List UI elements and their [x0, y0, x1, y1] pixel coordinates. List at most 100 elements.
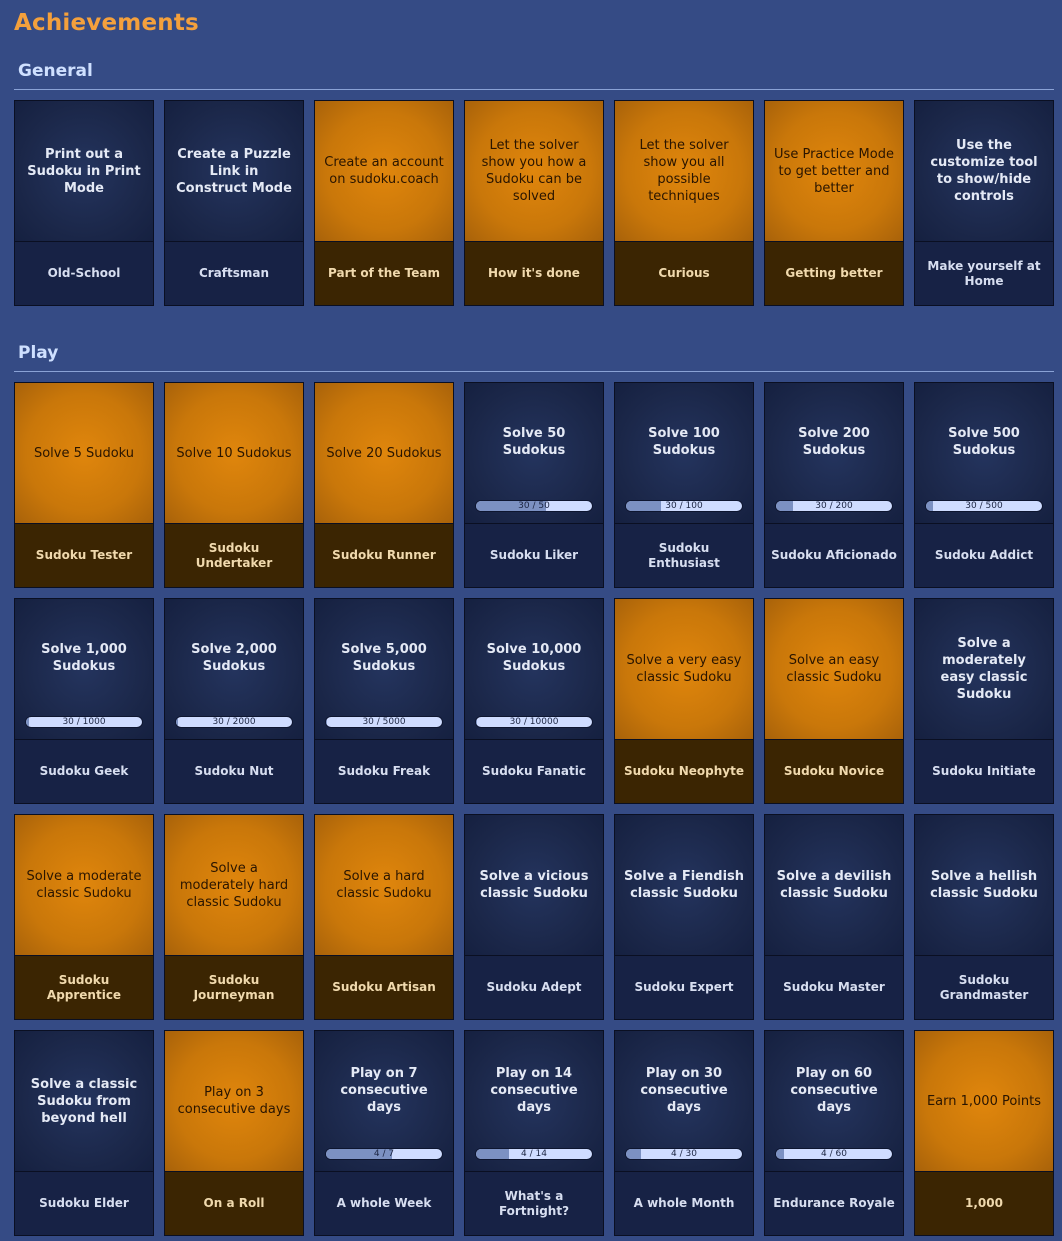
progress-bar: 30 / 5000	[325, 716, 443, 728]
achievement-description: Solve a moderately easy classic Sudoku	[940, 636, 1028, 702]
achievement-card[interactable]: Solve 5 Sudoku Sudoku Tester	[14, 382, 154, 588]
achievement-name: Old-School	[15, 241, 153, 305]
achievement-card[interactable]: Use Practice Mode to get better and bett…	[764, 100, 904, 306]
achievement-description-panel: Solve 50 Sudokus 30 / 50	[465, 383, 603, 523]
achievement-card[interactable]: Solve a very easy classic Sudoku Sudoku N…	[614, 598, 754, 804]
achievement-card[interactable]: Earn 1,000 Points 1,000	[914, 1030, 1054, 1236]
achievement-description: Solve an easy classic Sudoku	[786, 653, 882, 685]
progress-text: 30 / 10000	[509, 717, 559, 727]
progress-fill	[626, 501, 661, 511]
achievement-description: Play on 3 consecutive days	[177, 1085, 291, 1117]
progress-bar: 30 / 100	[625, 500, 743, 512]
section-title-general: General	[18, 61, 93, 81]
achievement-description-panel: Solve a hellish classic Sudoku	[915, 815, 1053, 955]
achievement-card[interactable]: Use the customize tool to show/hide cont…	[914, 100, 1054, 306]
achievement-description-panel: Solve 100 Sudokus 30 / 100	[615, 383, 753, 523]
achievement-description: Solve a hard classic Sudoku	[336, 869, 432, 901]
achievement-description: Solve 2,000 Sudokus	[191, 642, 277, 674]
achievement-card[interactable]: Let the solver show you all possible tec…	[614, 100, 754, 306]
achievement-name: Sudoku Expert	[615, 955, 753, 1019]
progress-text: 30 / 500	[965, 501, 1003, 511]
achievement-description-panel: Solve a moderate classic Sudoku	[15, 815, 153, 955]
achievement-description-panel: Play on 30 consecutive days 4 / 30	[615, 1031, 753, 1171]
achievement-description-panel: Create a Puzzle Link in Construct Mode	[165, 101, 303, 241]
progress-bar: 4 / 14	[475, 1148, 593, 1160]
achievement-description-panel: Solve a moderately easy classic Sudoku	[915, 599, 1053, 739]
achievement-description-panel: Solve 10 Sudokus	[165, 383, 303, 523]
achievement-card[interactable]: Solve a hellish classic Sudoku Sudoku Gra…	[914, 814, 1054, 1020]
achievement-description-panel: Solve a devilish classic Sudoku	[765, 815, 903, 955]
progress-fill	[626, 1149, 642, 1159]
progress-bar: 4 / 7	[325, 1148, 443, 1160]
achievement-card[interactable]: Solve 10,000 Sudokus 30 / 10000 Sudoku Fan…	[464, 598, 604, 804]
achievement-card[interactable]: Solve a moderate classic Sudoku Sudoku Ap…	[14, 814, 154, 1020]
achievement-card[interactable]: Solve 200 Sudokus 30 / 200 Sudoku Aficiona…	[764, 382, 904, 588]
achievement-card[interactable]: Solve 500 Sudokus 30 / 500 Sudoku Addict	[914, 382, 1054, 588]
achievement-description-panel: Earn 1,000 Points	[915, 1031, 1053, 1171]
achievement-name: Make yourself at Home	[915, 241, 1053, 305]
achievement-description-panel: Solve a classic Sudoku from beyond hell	[15, 1031, 153, 1171]
achievement-card[interactable]: Play on 60 consecutive days 4 / 60 Enduran…	[764, 1030, 904, 1236]
achievement-card[interactable]: Solve a vicious classic Sudoku Sudoku Ade…	[464, 814, 604, 1020]
achievement-name: How it's done	[465, 241, 603, 305]
achievement-name: Curious	[615, 241, 753, 305]
achievement-card[interactable]: Solve 50 Sudokus 30 / 50 Sudoku Liker	[464, 382, 604, 588]
achievement-card[interactable]: Solve a moderately easy classic Sudoku Su…	[914, 598, 1054, 804]
achievement-card[interactable]: Play on 7 consecutive days 4 / 7 A whole W…	[314, 1030, 454, 1236]
achievement-card[interactable]: Play on 30 consecutive days 4 / 30 A whole…	[614, 1030, 754, 1236]
achievement-card[interactable]: Solve a hard classic Sudoku Sudoku Artisa…	[314, 814, 454, 1020]
achievement-card[interactable]: Solve 100 Sudokus 30 / 100 Sudoku Enthusia…	[614, 382, 754, 588]
progress-fill	[326, 717, 327, 727]
achievement-card[interactable]: Play on 3 consecutive days On a Roll	[164, 1030, 304, 1236]
achievement-description: Use Practice Mode to get better and bett…	[774, 146, 894, 196]
achievement-card[interactable]: Solve a classic Sudoku from beyond hell S…	[14, 1030, 154, 1236]
achievement-description: Play on 30 consecutive days	[640, 1065, 728, 1115]
progress-text: 30 / 50	[518, 501, 550, 511]
achievement-description: Play on 14 consecutive days	[490, 1065, 578, 1115]
achievement-card[interactable]: Solve 2,000 Sudokus 30 / 2000 Sudoku Nut	[164, 598, 304, 804]
progress-text: 30 / 2000	[212, 717, 256, 727]
achievement-description: Create an account on sudoku.coach	[324, 155, 444, 187]
achievement-description-panel: Let the solver show you all possible tec…	[615, 101, 753, 241]
achievement-description-panel: Solve 500 Sudokus 30 / 500	[915, 383, 1053, 523]
achievement-card[interactable]: Let the solver show you how a Sudoku can…	[464, 100, 604, 306]
achievement-description-panel: Solve 20 Sudokus	[315, 383, 453, 523]
achievement-description-panel: Use Practice Mode to get better and bett…	[765, 101, 903, 241]
progress-text: 30 / 1000	[62, 717, 106, 727]
achievement-name: Sudoku Artisan	[315, 955, 453, 1019]
achievement-description-panel: Solve a vicious classic Sudoku	[465, 815, 603, 955]
achievement-description: Solve 500 Sudokus	[948, 426, 1020, 458]
achievement-card[interactable]: Solve a Fiendish classic Sudoku Sudoku Ex…	[614, 814, 754, 1020]
achievement-card[interactable]: Print out a Sudoku in Print Mode Old-Scho…	[14, 100, 154, 306]
achievement-card[interactable]: Solve 1,000 Sudokus 30 / 1000 Sudoku Geek	[14, 598, 154, 804]
achievement-description: Solve a moderate classic Sudoku	[26, 869, 142, 901]
progress-fill	[26, 717, 30, 727]
achievement-description: Solve a classic Sudoku from beyond hell	[30, 1076, 138, 1126]
progress-fill	[476, 1149, 510, 1159]
achievement-card[interactable]: Play on 14 consecutive days 4 / 14 What's …	[464, 1030, 604, 1236]
achievement-description-panel: Solve 2,000 Sudokus 30 / 2000	[165, 599, 303, 739]
achievement-card[interactable]: Solve 10 Sudokus Sudoku Undertaker	[164, 382, 304, 588]
achievement-name: Sudoku Journeyman	[165, 955, 303, 1019]
progress-fill	[926, 501, 933, 511]
achievement-description-panel: Play on 3 consecutive days	[165, 1031, 303, 1171]
achievement-card[interactable]: Solve 20 Sudokus Sudoku Runner	[314, 382, 454, 588]
achievement-description-panel: Use the customize tool to show/hide cont…	[915, 101, 1053, 241]
achievement-description: Create a Puzzle Link in Construct Mode	[176, 146, 292, 196]
achievement-description: Solve a very easy classic Sudoku	[626, 653, 742, 685]
achievement-description: Earn 1,000 Points	[926, 1093, 1042, 1109]
progress-fill	[476, 501, 546, 511]
achievement-card[interactable]: Solve a devilish classic Sudoku Sudoku Ma…	[764, 814, 904, 1020]
achievement-card[interactable]: Create a Puzzle Link in Construct Mode Cr…	[164, 100, 304, 306]
achievement-description-panel: Solve a hard classic Sudoku	[315, 815, 453, 955]
achievement-name: Part of the Team	[315, 241, 453, 305]
achievement-card[interactable]: Create an account on sudoku.coach Part of…	[314, 100, 454, 306]
achievement-name: Sudoku Enthusiast	[615, 523, 753, 587]
achievement-card[interactable]: Solve 5,000 Sudokus 30 / 5000 Sudoku Freak	[314, 598, 454, 804]
achievement-description-panel: Play on 14 consecutive days 4 / 14	[465, 1031, 603, 1171]
achievement-card[interactable]: Solve an easy classic Sudoku Sudoku Novic…	[764, 598, 904, 804]
achievement-description: Solve a hellish classic Sudoku	[930, 869, 1038, 901]
achievement-card[interactable]: Solve a moderately hard classic Sudoku Su…	[164, 814, 304, 1020]
achievement-name: Sudoku Tester	[15, 523, 153, 587]
achievement-description-panel: Create an account on sudoku.coach	[315, 101, 453, 241]
